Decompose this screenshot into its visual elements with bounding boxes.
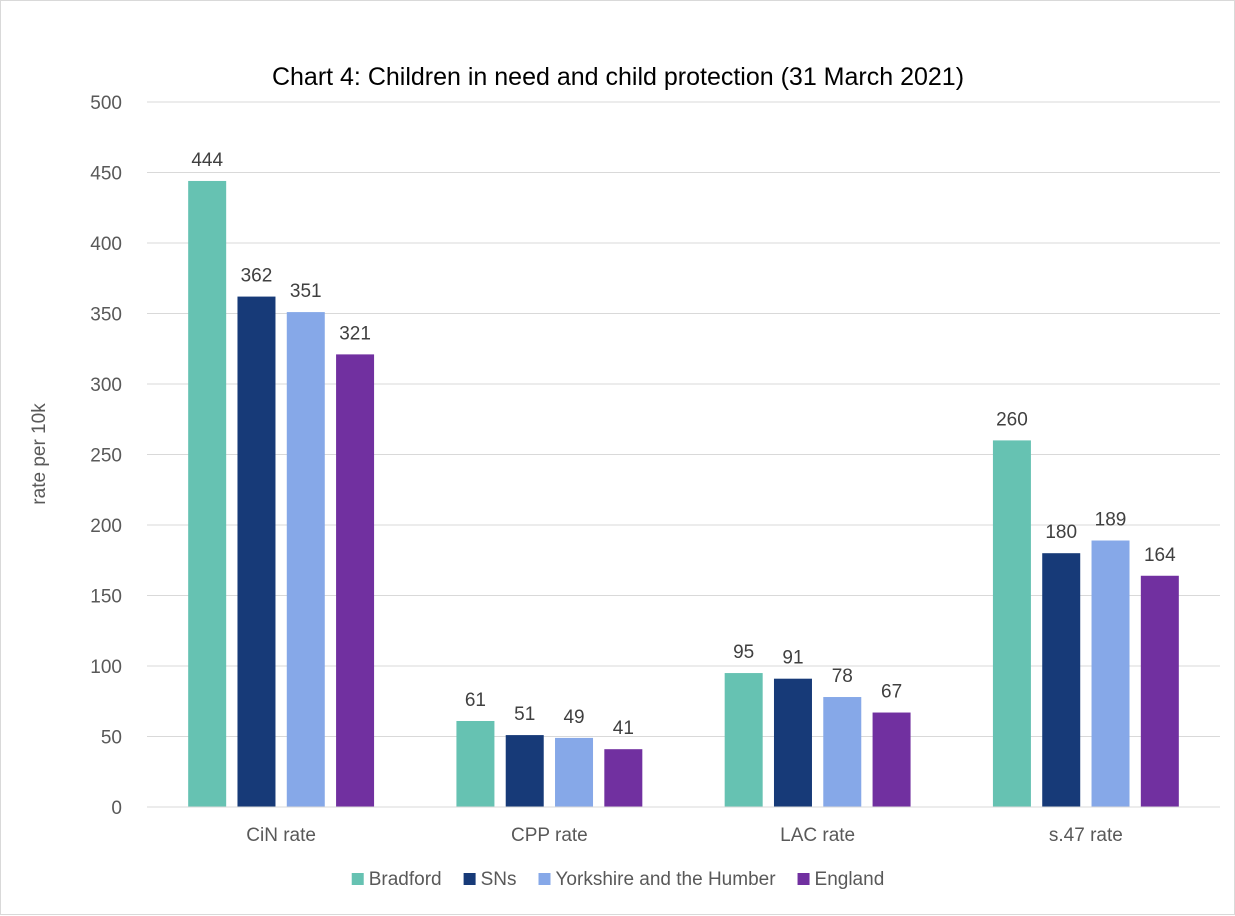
data-labels: 444 362 351 321 61 51 49 41 95 91 78 67 260 180 189 164 <box>191 150 1176 739</box>
bar <box>188 180 227 807</box>
bar <box>1091 540 1130 807</box>
bar <box>237 296 276 807</box>
legend-swatch <box>538 873 551 885</box>
x-category-label: s.47 rate <box>1049 825 1123 846</box>
data-label: 91 <box>782 648 803 669</box>
legend-swatch <box>797 873 810 885</box>
bars <box>188 180 1179 807</box>
bar <box>505 735 544 807</box>
bar <box>773 678 812 807</box>
data-label: 49 <box>563 707 584 728</box>
legend-swatch <box>351 873 364 885</box>
bar <box>456 720 495 807</box>
bar <box>724 673 763 807</box>
legend-label: SNs <box>481 869 517 890</box>
x-category-label: CPP rate <box>511 825 588 846</box>
legend-label: Yorkshire and the Humber <box>556 869 777 890</box>
y-tick-label: 300 <box>90 375 122 396</box>
data-label: 78 <box>832 666 853 687</box>
bar <box>604 749 643 807</box>
data-label: 67 <box>881 682 902 703</box>
y-tick-label: 100 <box>90 657 122 678</box>
bar <box>823 697 862 807</box>
x-category-label: CiN rate <box>246 825 316 846</box>
y-tick-label: 250 <box>90 446 122 467</box>
data-label: 51 <box>514 704 535 725</box>
legend-swatch <box>463 873 476 885</box>
y-tick-label: 50 <box>101 728 122 749</box>
bar <box>872 712 911 807</box>
bar <box>992 440 1031 807</box>
bar <box>555 737 594 807</box>
bar <box>286 312 325 807</box>
bar <box>1042 553 1081 807</box>
bar <box>336 354 375 807</box>
data-label: 95 <box>733 642 754 663</box>
y-tick-label: 0 <box>111 798 122 819</box>
data-label: 321 <box>339 323 371 344</box>
x-axis-categories: CiN rate CPP rate LAC rate s.47 rate <box>246 825 1123 846</box>
y-tick-label: 200 <box>90 516 122 537</box>
data-label: 362 <box>241 266 273 287</box>
y-axis-ticks: 0 50 100 150 200 250 300 350 400 450 500 <box>90 93 122 819</box>
y-tick-label: 150 <box>90 587 122 608</box>
bar <box>1140 575 1179 807</box>
data-label: 41 <box>613 718 634 739</box>
data-label: 444 <box>191 150 223 171</box>
y-tick-label: 350 <box>90 305 122 326</box>
data-label: 189 <box>1095 510 1127 531</box>
y-axis-label: rate per 10k <box>29 403 50 505</box>
legend: Bradford SNs Yorkshire and the Humber Engla… <box>351 869 885 890</box>
data-label: 164 <box>1144 545 1176 566</box>
legend-label: Bradford <box>369 869 442 890</box>
y-tick-label: 450 <box>90 164 122 185</box>
chart-title: Chart 4: Children in need and child prot… <box>272 63 964 91</box>
y-tick-label: 500 <box>90 93 122 114</box>
y-tick-label: 400 <box>90 234 122 255</box>
data-label: 351 <box>290 281 322 302</box>
data-label: 260 <box>996 409 1028 430</box>
x-category-label: LAC rate <box>780 825 855 846</box>
data-label: 61 <box>465 690 486 711</box>
data-label: 180 <box>1045 522 1077 543</box>
legend-label: England <box>815 869 885 890</box>
gridlines <box>147 101 1220 737</box>
